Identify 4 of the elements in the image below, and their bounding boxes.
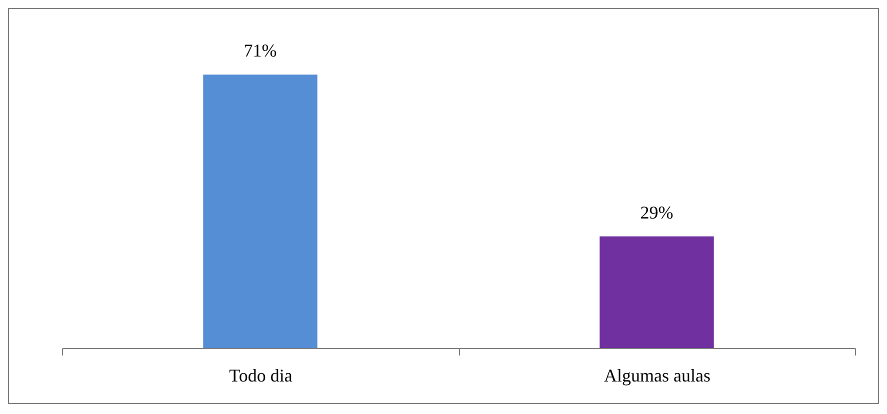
x-tick-label: Todo dia — [229, 366, 292, 386]
data-label: 29% — [640, 202, 674, 222]
x-tick-label: Algumas aulas — [604, 366, 710, 386]
data-label: 71% — [244, 40, 277, 61]
